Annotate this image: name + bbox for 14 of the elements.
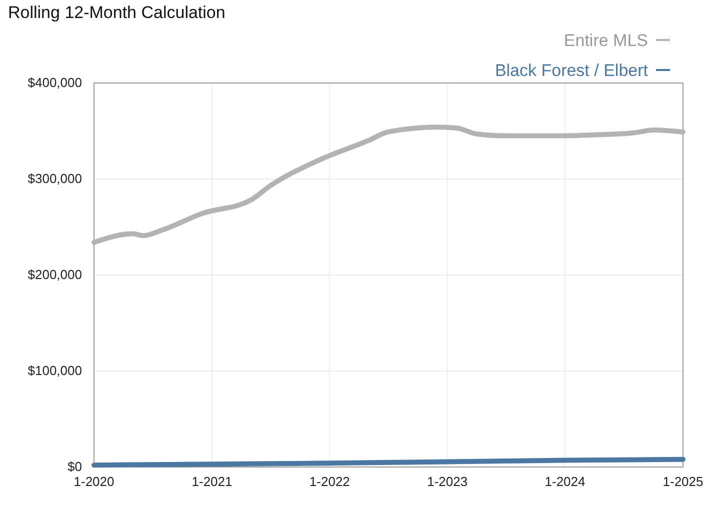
y-tick-label: $100,000 <box>28 363 82 378</box>
chart-title: Rolling 12-Month Calculation <box>8 3 226 22</box>
x-tick-label: 1-2023 <box>427 474 468 490</box>
x-tick-label: 1-2021 <box>192 474 232 490</box>
y-tick-label: $300,000 <box>28 171 82 186</box>
y-tick-label: $0 <box>68 459 82 474</box>
x-tick-label: 1-2024 <box>544 474 586 490</box>
y-tick-label: $200,000 <box>28 267 82 282</box>
y-tick-label: $400,000 <box>28 75 82 90</box>
x-tick-label: 1-2022 <box>309 474 350 490</box>
x-tick-label: 1-2025 <box>662 474 704 490</box>
legend-label: Black Forest / Elbert <box>494 61 648 80</box>
legend-label: Entire MLS <box>564 31 648 50</box>
x-tick-label: 1-2020 <box>74 474 114 490</box>
